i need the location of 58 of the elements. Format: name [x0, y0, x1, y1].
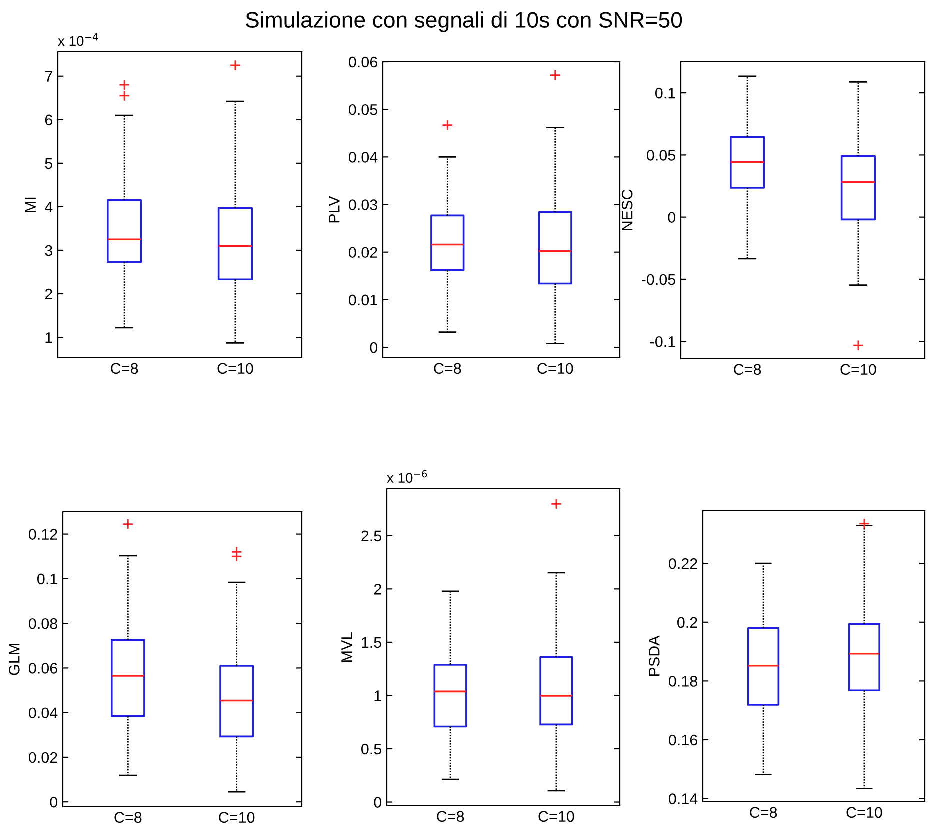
x-tick-label: C=10	[538, 811, 574, 822]
y-tick-label: 4	[44, 202, 53, 212]
y-tick-label: 0	[50, 796, 58, 808]
y-tick-label: 0.03	[349, 200, 378, 210]
y-tick-label: 0.1	[656, 88, 676, 99]
y-tick-label: 3	[45, 245, 52, 256]
x-tick-label: C=10	[840, 364, 876, 376]
x-tick-label: C=10	[219, 812, 255, 824]
y-tick-label: 7	[45, 71, 52, 82]
y-tick-label: 0.06	[29, 663, 58, 674]
y-tick-label: 5	[45, 158, 52, 170]
y-axis-title: NESC	[622, 190, 633, 230]
x-tick-label: C=8	[111, 363, 138, 374]
y-tick-label: 0.02	[29, 752, 58, 764]
x-tick-label: C=8	[434, 363, 462, 374]
y-tick-label: 0.05	[349, 104, 378, 116]
y-tick-label: 0.04	[29, 708, 58, 719]
x-tick-label: C=8	[750, 807, 778, 818]
y-tick-label: -0.1	[650, 336, 676, 348]
y-tick-label: 1.5	[362, 637, 382, 648]
y-axis-title: MVL	[342, 632, 352, 662]
y-axis-title: GLM	[9, 644, 20, 676]
y-tick-label: 0.01	[349, 294, 378, 306]
y-tick-label: 0.02	[349, 247, 378, 258]
y-axis-title: MI	[25, 198, 36, 212]
y-tick-label: 0.14	[669, 794, 698, 804]
y-tick-label: 0.08	[29, 618, 58, 630]
y-tick-label: 2	[45, 288, 52, 300]
y-tick-label: 0.1	[38, 574, 58, 585]
y-tick-label: 0	[668, 212, 676, 224]
x-tick-label: C=8	[734, 364, 762, 376]
y-tick-label: 0.5	[362, 744, 382, 755]
y-tick-label: 0.2	[678, 617, 698, 628]
y-tick-label: 0.12	[29, 529, 58, 540]
y-tick-label: 0	[374, 797, 382, 808]
y-tick-label: 0	[370, 342, 378, 354]
y-axis-title: PLV	[329, 196, 340, 223]
y-tick-label: 0.16	[669, 734, 698, 746]
y-tick-label: 0.22	[669, 558, 698, 570]
y-tick-label: 6	[45, 114, 52, 126]
text: x 10$^{−6}$	[387, 470, 428, 483]
y-tick-label: 2	[374, 584, 382, 595]
x-tick-label: C=10	[218, 363, 254, 374]
y-tick-label: 0.04	[349, 152, 378, 163]
text: x 10$^{−4}$	[58, 34, 98, 46]
y-tick-label: -0.05	[642, 274, 676, 286]
y-tick-label: 0.06	[349, 56, 378, 68]
x-tick-label: C=8	[437, 811, 464, 822]
y-tick-label: 2.5	[362, 530, 382, 542]
x-tick-label: C=8	[114, 812, 142, 824]
y-axis-title: PSDA	[649, 636, 660, 676]
y-tick-label: 0.05	[647, 150, 676, 161]
y-tick-label: 1	[46, 332, 52, 344]
y-tick-label: 0.18	[669, 676, 698, 687]
x-tick-label: C=10	[538, 363, 574, 374]
text: Simulazione con segnali di 10s con SNR=50	[246, 12, 682, 32]
y-tick-label: 1	[374, 690, 382, 702]
x-tick-label: C=10	[846, 807, 882, 818]
